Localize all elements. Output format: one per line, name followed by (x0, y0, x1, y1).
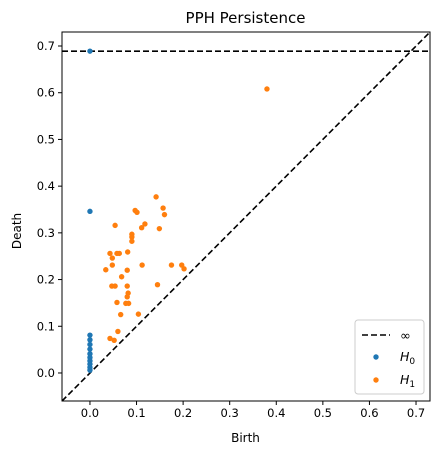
data-point-h1 (142, 221, 148, 227)
data-point-h0 (87, 48, 93, 54)
data-point-h0 (87, 332, 93, 338)
data-point-h0 (87, 208, 93, 215)
x-tick-label: 0.2 (174, 406, 192, 420)
data-point-h1 (153, 194, 159, 200)
legend-swatch-h1 (373, 377, 379, 383)
data-point-h1 (135, 311, 142, 317)
legend-label-subscript: 0 (409, 357, 415, 367)
data-point-h1 (264, 86, 270, 92)
data-point-h1 (115, 328, 121, 335)
plot-inner (62, 32, 430, 401)
data-point-h1 (107, 250, 113, 257)
data-point-h1 (109, 262, 116, 268)
data-point-h1 (154, 281, 161, 288)
data-point-h1 (161, 211, 168, 218)
data-point-h1 (160, 205, 166, 211)
data-point-h1 (111, 337, 117, 343)
data-point-h1 (138, 225, 145, 231)
x-tick-label: 0.3 (221, 406, 239, 420)
x-tick-label: 0.7 (407, 406, 425, 420)
data-point-h1 (103, 267, 109, 273)
legend-infinity-label: ∞ (400, 329, 411, 344)
chart-title: PPH Persistence (186, 9, 306, 27)
data-point-h1 (112, 283, 118, 289)
data-point-h1 (124, 267, 130, 273)
plot-area: 0.0 0.1 0.2 0.3 0.4 0.5 0.6 0.7 0.0 0.1 0.2 0.3 0.4 0… (37, 31, 431, 420)
plot-frame (61, 31, 431, 402)
y-tick-label: 0.1 (37, 319, 55, 333)
data-point-h1 (124, 249, 131, 255)
data-point-h1 (139, 262, 145, 268)
data-point-h1 (124, 283, 130, 289)
data-point-h1 (109, 255, 116, 261)
x-tick-label: 0.5 (314, 406, 332, 420)
data-point-h1 (125, 300, 132, 307)
y-tick-label: 0.3 (37, 226, 55, 240)
x-tick-label: 0.6 (360, 406, 378, 420)
y-axis-label: Death (10, 213, 24, 249)
diagonal-line (62, 32, 430, 401)
x-axis-label: Birth (231, 431, 260, 445)
y-tick-label: 0.2 (37, 273, 55, 287)
data-point-h1 (134, 209, 140, 215)
x-tick-label: 0.0 (81, 406, 99, 420)
y-tick-label: 0.7 (37, 39, 55, 53)
data-point-h1 (124, 294, 130, 300)
x-tick-label: 0.1 (127, 406, 145, 420)
data-point-h1 (117, 311, 124, 318)
y-tick-label: 0.5 (37, 132, 55, 146)
legend-label-subscript: 1 (409, 380, 415, 390)
data-point-h1 (118, 274, 125, 280)
legend-swatch-h0 (373, 354, 379, 360)
data-point-h1 (112, 222, 118, 229)
data-point-h1 (129, 238, 135, 244)
data-point-h1 (181, 266, 187, 272)
y-tick-label: 0.0 (37, 366, 55, 380)
data-point-h0 (87, 367, 93, 373)
y-tick-label: 0.4 (37, 179, 55, 193)
data-point-h1 (168, 262, 175, 268)
data-point-h1 (156, 225, 163, 232)
x-tick-label: 0.4 (267, 406, 285, 420)
data-point-h1 (107, 335, 113, 342)
y-tick-label: 0.6 (37, 86, 55, 100)
legend-box (354, 319, 425, 395)
data-point-h0 (87, 351, 93, 357)
data-point-h0 (87, 341, 93, 348)
data-point-h1 (116, 250, 122, 257)
data-point-h0 (87, 337, 93, 343)
data-point-h0 (87, 346, 93, 352)
data-point-h1 (129, 234, 135, 240)
data-point-h1 (114, 299, 120, 306)
